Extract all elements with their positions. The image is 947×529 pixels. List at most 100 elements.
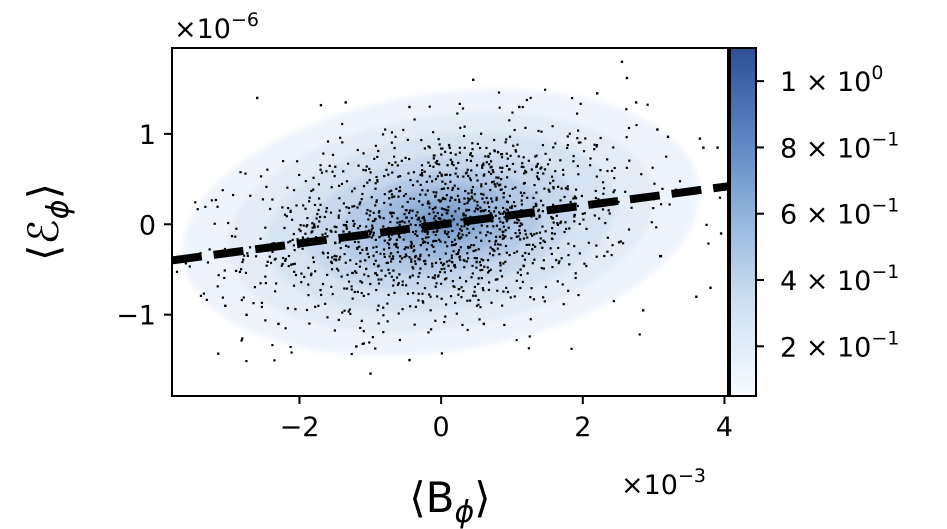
scatter-point <box>510 204 514 208</box>
scatter-point <box>470 195 473 198</box>
scatter-point <box>408 209 412 212</box>
scatter-point <box>468 231 471 234</box>
scatter-point <box>367 293 370 296</box>
scatter-point <box>422 215 425 218</box>
scatter-point <box>548 158 552 161</box>
scatter-point <box>451 160 454 164</box>
scatter-point <box>366 181 369 184</box>
scatter-point <box>347 310 350 313</box>
scatter-point <box>500 170 503 174</box>
scatter-point <box>255 96 259 100</box>
scatter-point <box>331 170 334 173</box>
scatter-point <box>479 231 482 234</box>
scatter-point <box>395 242 398 245</box>
scatter-point <box>412 267 415 270</box>
scatter-point <box>246 252 249 255</box>
scatter-point <box>460 236 463 239</box>
scatter-point <box>566 146 569 150</box>
scatter-point <box>456 252 459 255</box>
scatter-point <box>334 230 337 233</box>
scatter-point <box>436 229 439 232</box>
scatter-point <box>444 182 447 185</box>
scatter-point <box>505 220 508 223</box>
scatter-point <box>387 293 390 297</box>
scatter-point <box>380 269 383 272</box>
scatter-point <box>443 262 446 265</box>
scatter-point <box>419 193 422 196</box>
scatter-point <box>427 161 430 164</box>
scatter-point <box>306 224 309 227</box>
scatter-point <box>459 246 462 249</box>
scatter-point <box>401 283 404 287</box>
scatter-point <box>351 205 354 208</box>
scatter-point <box>299 224 302 227</box>
scatter-point <box>452 164 455 167</box>
scatter-point <box>542 204 545 207</box>
scatter-point <box>454 242 458 246</box>
scatter-point <box>330 186 333 189</box>
scatter-point <box>338 184 341 187</box>
y-tick-label: 1 <box>139 120 156 151</box>
scatter-point <box>370 196 373 199</box>
scatter-point <box>395 276 399 279</box>
scatter-point <box>415 214 418 217</box>
scatter-point <box>475 266 478 269</box>
scatter-point <box>567 289 570 292</box>
scatter-point <box>459 126 462 129</box>
scatter-point <box>489 268 492 271</box>
scatter-point <box>337 214 340 217</box>
scatter-point <box>483 173 486 176</box>
scatter-point <box>533 258 536 261</box>
scatter-point <box>438 171 441 174</box>
scatter-point <box>290 263 293 266</box>
scatter-point <box>482 174 485 177</box>
scatter-point <box>467 199 470 202</box>
scatter-point <box>350 285 353 288</box>
scatter-point <box>372 231 375 234</box>
scatter-point <box>441 264 445 267</box>
scatter-point <box>307 283 310 286</box>
scatter-point <box>576 164 579 168</box>
scatter-point <box>443 267 446 270</box>
scatter-point <box>495 235 498 238</box>
scatter-point <box>612 191 615 194</box>
scatter-point <box>428 146 431 149</box>
scatter-point <box>390 131 394 134</box>
scatter-point <box>445 173 448 176</box>
scatter-point <box>394 135 397 138</box>
scatter-point <box>395 244 398 247</box>
scatter-point <box>602 192 605 195</box>
scatter-point <box>640 173 643 176</box>
scatter-point <box>430 244 433 247</box>
scatter-point <box>388 255 391 258</box>
scatter-point <box>452 243 455 246</box>
scatter-point <box>501 234 504 237</box>
scatter-point <box>436 159 439 163</box>
scatter-point <box>314 305 317 308</box>
scatter-point <box>292 263 295 266</box>
scatter-point <box>529 318 532 321</box>
scatter-point <box>451 240 454 244</box>
scatter-point <box>517 219 521 222</box>
scatter-point <box>414 262 417 266</box>
scatter-point <box>312 188 315 191</box>
scatter-point <box>287 241 290 244</box>
scatter-point <box>412 250 415 253</box>
scatter-point <box>452 285 455 288</box>
scatter-point <box>610 169 614 172</box>
scatter-point <box>387 235 391 238</box>
scatter-point <box>313 226 316 229</box>
scatter-point <box>325 207 328 210</box>
scatter-point <box>519 238 522 241</box>
scatter-point <box>434 233 437 237</box>
scatter-point <box>464 280 468 283</box>
scatter-point <box>205 298 208 301</box>
scatter-point <box>560 257 563 260</box>
scatter-point <box>490 197 493 200</box>
scatter-point <box>602 187 606 190</box>
points-layer <box>175 60 728 375</box>
scatter-point <box>509 154 512 157</box>
scatter-point <box>427 254 431 257</box>
scatter-point <box>311 256 315 259</box>
scatter-point <box>337 269 340 272</box>
